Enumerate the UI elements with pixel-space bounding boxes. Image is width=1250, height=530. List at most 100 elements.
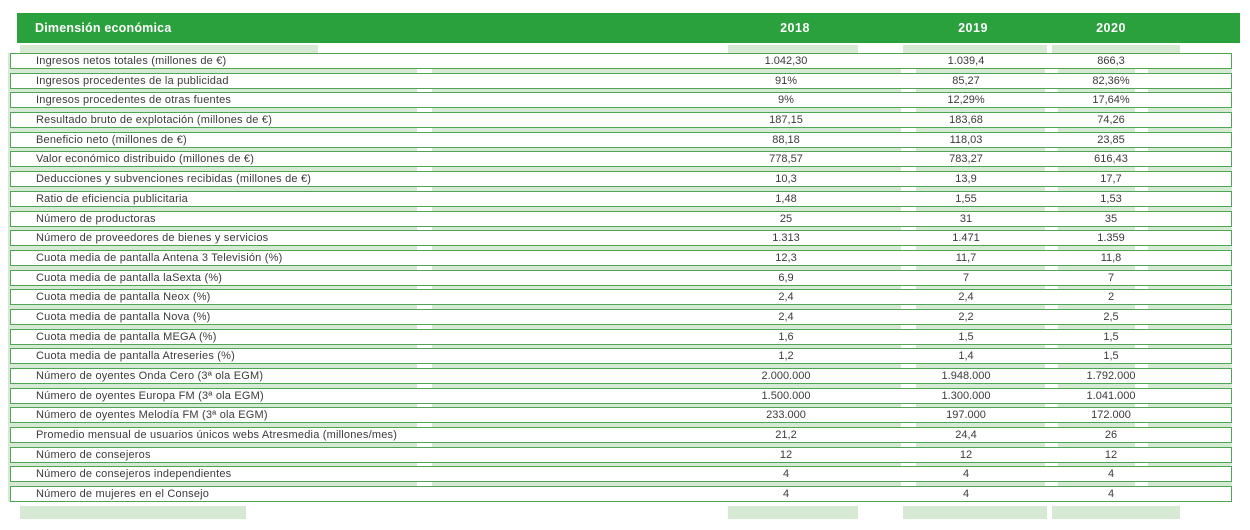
value-2018: 2.000.000 <box>761 370 811 382</box>
value-2018: 1,2 <box>778 350 794 363</box>
value-2018: 1.042,30 <box>764 55 808 67</box>
table-row: Beneficio neto (millones de €) 88,18 118… <box>10 131 1232 148</box>
value-2018: 2,4 <box>778 291 794 304</box>
value-2019: 85,27 <box>952 74 980 87</box>
row-label: Número de consejeros independientes <box>36 468 232 481</box>
value-2019: 1.471 <box>952 232 980 245</box>
value-2018: 12,3 <box>775 251 797 264</box>
table-row: Número de productoras 25 31 35 <box>10 210 1232 227</box>
value-2020: 12 <box>1104 448 1118 461</box>
value-2018: 1.313 <box>772 232 800 245</box>
value-2019: 31 <box>959 212 973 225</box>
column-band <box>1052 506 1180 519</box>
row-label: Número de oyentes Onda Cero (3ª ola EGM) <box>36 370 264 382</box>
value-2020: 616,43 <box>1094 153 1128 166</box>
row-label: Número de oyentes Melodía FM (3ª ola EGM… <box>36 409 268 422</box>
value-2018: 233.000 <box>766 409 806 422</box>
table-row: Cuota media de pantalla Neox (%) 2,4 2,4… <box>10 289 1232 306</box>
table-row: Cuota media de pantalla Atreseries (%) 1… <box>10 348 1232 365</box>
column-band <box>728 45 858 53</box>
column-band <box>20 45 318 53</box>
value-2020: 35 <box>1104 212 1118 225</box>
row-label: Cuota media de pantalla Nova (%) <box>36 310 211 323</box>
value-2019: 1,4 <box>958 350 974 363</box>
table-row: Valor económico distribuido (millones de… <box>10 151 1232 168</box>
table-header: Dimensión económica 2018 2019 2020 <box>17 13 1240 43</box>
value-2019: 2,2 <box>958 310 974 323</box>
row-label: Promedio mensual de usuarios únicos webs… <box>36 429 398 442</box>
value-2018: 4 <box>782 488 790 501</box>
table-row: Resultado bruto de explotación (millones… <box>10 112 1232 129</box>
value-2018: 2,4 <box>778 310 794 323</box>
table-row: Cuota media de pantalla Nova (%) 2,4 2,2… <box>10 308 1232 325</box>
row-label: Ingresos netos totales (millones de €) <box>36 55 227 67</box>
row-label: Ingresos procedentes de otras fuentes <box>36 94 232 107</box>
value-2020: 23,85 <box>1097 133 1125 146</box>
value-2019: 12 <box>959 448 973 461</box>
value-2020: 866,3 <box>1097 55 1125 67</box>
value-2020: 1,5 <box>1103 350 1119 363</box>
table-row: Número de oyentes Melodía FM (3ª ola EGM… <box>10 407 1232 424</box>
value-2020: 1,5 <box>1103 330 1119 343</box>
value-2019: 118,03 <box>949 133 983 146</box>
table-row: Ratio de eficiencia publicitaria 1,48 1,… <box>10 190 1232 207</box>
table-row: Cuota media de pantalla laSexta (%) 6,9 … <box>10 269 1232 286</box>
column-band <box>903 45 1047 53</box>
row-label: Cuota media de pantalla laSexta (%) <box>36 271 223 284</box>
value-2019: 1,5 <box>958 330 974 343</box>
value-2019: 783,27 <box>949 153 983 166</box>
value-2018: 21,2 <box>775 429 797 442</box>
row-label: Cuota media de pantalla MEGA (%) <box>36 330 217 343</box>
value-2019: 197.000 <box>946 409 986 422</box>
value-2018: 778,57 <box>769 153 803 166</box>
value-2020: 17,64% <box>1092 94 1130 107</box>
value-2020: 17,7 <box>1100 173 1122 186</box>
value-2020: 4 <box>1107 468 1115 481</box>
row-label: Número de consejeros <box>36 448 151 461</box>
table-row: Número de consejeros independientes 4 4 … <box>10 466 1232 483</box>
top-gap-strip <box>0 45 1250 53</box>
table-row: Número de oyentes Europa FM (3ª ola EGM)… <box>10 387 1232 404</box>
value-2019: 13,9 <box>955 173 977 186</box>
table-row: Número de mujeres en el Consejo 4 4 4 <box>10 486 1232 503</box>
row-label: Cuota media de pantalla Atreseries (%) <box>36 350 235 363</box>
table-row: Número de oyentes Onda Cero (3ª ola EGM)… <box>10 368 1232 384</box>
table-row: Ingresos procedentes de otras fuentes 9%… <box>10 92 1232 109</box>
value-2019: 7 <box>962 271 970 284</box>
row-label: Número de productoras <box>36 212 156 225</box>
value-2018: 1,48 <box>775 192 797 205</box>
bottom-gap-strip <box>0 506 1250 519</box>
row-label: Cuota media de pantalla Antena 3 Televis… <box>36 251 283 264</box>
value-2018: 4 <box>782 468 790 481</box>
value-2018: 1,6 <box>778 330 794 343</box>
row-label: Número de proveedores de bienes y servic… <box>36 232 269 245</box>
table-row: Ingresos netos totales (millones de €) 1… <box>10 53 1232 69</box>
value-2018: 187,15 <box>769 114 803 127</box>
row-label: Cuota media de pantalla Neox (%) <box>36 291 211 304</box>
value-2020: 1,53 <box>1100 192 1122 205</box>
value-2020: 11,8 <box>1100 251 1122 264</box>
value-2018: 9% <box>778 94 794 107</box>
value-2019: 24,4 <box>955 429 977 442</box>
value-2018: 12 <box>779 448 793 461</box>
column-header-2019: 2019 <box>958 21 988 35</box>
value-2020: 1.041.000 <box>1086 389 1136 402</box>
table-row: Ingresos procedentes de la publicidad 91… <box>10 72 1232 89</box>
value-2019: 1.300.000 <box>941 389 991 402</box>
table-row: Deducciones y subvenciones recibidas (mi… <box>10 171 1232 188</box>
value-2018: 25 <box>779 212 793 225</box>
value-2019: 4 <box>962 468 970 481</box>
value-2018: 88,18 <box>772 133 800 146</box>
table-row: Cuota media de pantalla MEGA (%) 1,6 1,5… <box>10 328 1232 345</box>
column-band <box>728 506 858 519</box>
value-2020: 172.000 <box>1091 409 1131 422</box>
row-label: Número de mujeres en el Consejo <box>36 488 210 501</box>
column-band <box>1052 45 1180 53</box>
value-2019: 183,68 <box>949 114 983 127</box>
column-header-2018: 2018 <box>780 21 810 35</box>
value-2020: 1.792.000 <box>1086 370 1136 382</box>
row-label: Deducciones y subvenciones recibidas (mi… <box>36 173 312 186</box>
table-row: Número de consejeros 12 12 12 <box>10 446 1232 463</box>
value-2020: 26 <box>1104 429 1118 442</box>
value-2019: 1.948.000 <box>941 370 991 382</box>
